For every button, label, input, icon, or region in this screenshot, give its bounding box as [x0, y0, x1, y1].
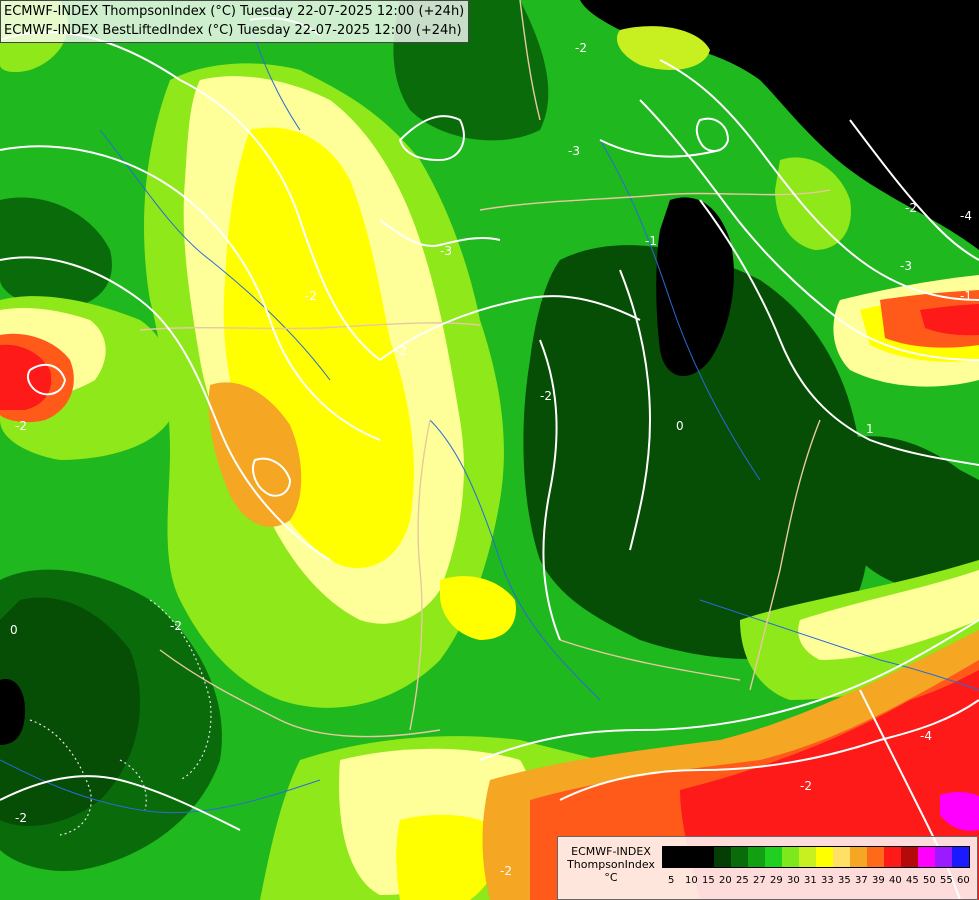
contour-label: -2: [905, 201, 917, 215]
legend-tick-label: 45: [906, 875, 919, 886]
legend-color-bar: [662, 846, 970, 868]
legend-tick-labels: 5 10 15 20 25 27 29 30 31 33 35 37 39 40 45 50 55 60: [668, 875, 974, 886]
legend-swatch: [816, 847, 833, 867]
title-best-lifted-index: ECMWF-INDEX BestLiftedIndex (°C) Tuesday…: [4, 23, 462, 38]
contour-label: -2: [540, 389, 552, 403]
legend-swatch: [952, 847, 969, 867]
legend-tick-label: 60: [957, 875, 970, 886]
contour-label: -2: [170, 619, 182, 633]
contour-label: 0: [676, 419, 684, 433]
legend-swatch: [748, 847, 765, 867]
contour-label: -2: [800, 779, 812, 793]
legend-swatch: [731, 847, 748, 867]
legend-swatch: [901, 847, 918, 867]
legend-swatch: [935, 847, 952, 867]
legend-title-line1: ECMWF-INDEX: [571, 845, 651, 858]
legend-swatch: [867, 847, 884, 867]
black-regions: [0, 0, 979, 745]
legend-tick-label: 20: [719, 875, 732, 886]
legend-tick-label: 30: [787, 875, 800, 886]
contour-label: -2: [395, 344, 407, 358]
legend-tick-label: 10: [685, 875, 698, 886]
contour-label: 0: [10, 623, 18, 637]
legend-tick-label: 55: [940, 875, 953, 886]
contour-label: 1: [866, 422, 874, 436]
country-borders: [139, 0, 831, 738]
legend-tick-label: 40: [889, 875, 902, 886]
contour-label: -3: [900, 259, 912, 273]
legend-tick-label: 25: [736, 875, 749, 886]
legend-swatch: [663, 847, 680, 867]
legend-swatch: [918, 847, 935, 867]
contour-labels: -3 -2 -1 0 1 -2 -3 -4 -2 -2 -3 -2 0 -1 -…: [10, 41, 972, 878]
dotted-contours: [29, 599, 212, 836]
legend-tick-label: 33: [821, 875, 834, 886]
legend-tick-label: 29: [770, 875, 783, 886]
legend-title-line3: °C: [604, 871, 618, 884]
legend-title: ECMWF-INDEX ThompsonIndex °C: [562, 845, 660, 884]
legend-title-line2: ThompsonIndex: [567, 858, 655, 871]
legend-swatch: [850, 847, 867, 867]
legend-swatch: [782, 847, 799, 867]
legend-tick-label: 15: [702, 875, 715, 886]
contour-label: -2: [15, 419, 27, 433]
color-legend: ECMWF-INDEX ThompsonIndex °C 5 10 15 20 25 27…: [557, 836, 978, 900]
contour-label: -3: [440, 244, 452, 258]
legend-tick-label: 5: [668, 875, 675, 886]
contour-label: -2: [15, 811, 27, 825]
legend-swatch: [765, 847, 782, 867]
rivers: [0, 19, 979, 814]
contour-label: -2: [575, 41, 587, 55]
legend-swatch: [833, 847, 850, 867]
contour-label: -1: [960, 289, 972, 303]
contour-label: -2: [500, 864, 512, 878]
legend-tick-label: 37: [855, 875, 868, 886]
title-thompson-index: ECMWF-INDEX ThompsonIndex (°C) Tuesday 2…: [4, 4, 465, 19]
contour-label: -4: [920, 729, 932, 743]
legend-swatch: [884, 847, 901, 867]
contour-label: -4: [960, 209, 972, 223]
legend-swatch: [697, 847, 714, 867]
legend-swatch: [714, 847, 731, 867]
contour-label: -1: [645, 234, 657, 248]
legend-tick-label: 50: [923, 875, 936, 886]
legend-tick-label: 27: [753, 875, 766, 886]
map-title-box: ECMWF-INDEX ThompsonIndex (°C) Tuesday 2…: [0, 0, 470, 43]
legend-tick-label: 31: [804, 875, 817, 886]
legend-swatch: [799, 847, 816, 867]
contour-label: -2: [305, 289, 317, 303]
contour-label: -3: [568, 144, 580, 158]
legend-swatch: [680, 847, 697, 867]
legend-tick-label: 39: [872, 875, 885, 886]
legend-tick-label: 35: [838, 875, 851, 886]
